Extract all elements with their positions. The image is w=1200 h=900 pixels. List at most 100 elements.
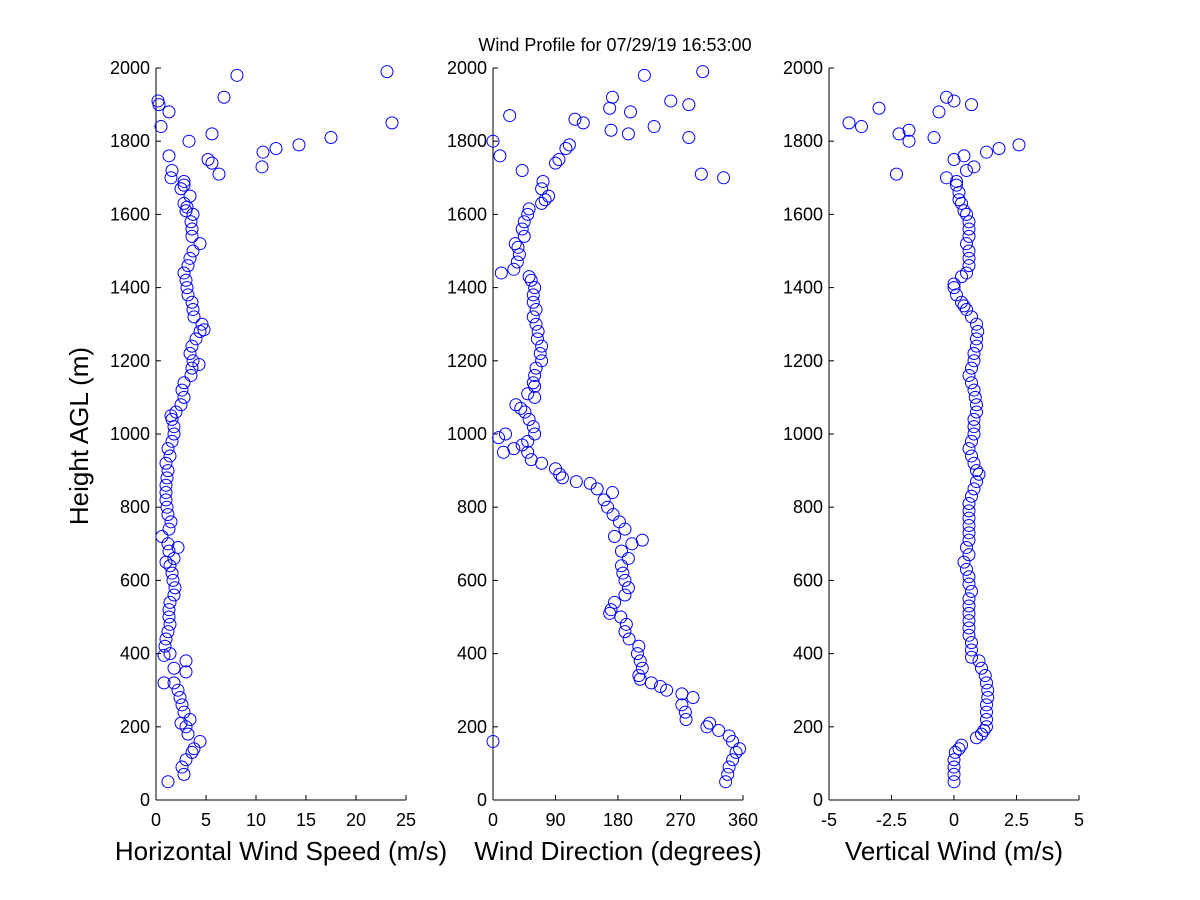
data-point (522, 270, 536, 284)
x-tick-label: 0 (151, 810, 161, 830)
data-point (967, 346, 981, 360)
data-point (185, 361, 199, 375)
data-point (842, 116, 856, 130)
data-point (950, 178, 963, 192)
data-point (970, 339, 983, 353)
data-point (195, 317, 209, 331)
data-point (171, 683, 185, 697)
data-point (980, 705, 993, 719)
data-point (965, 434, 978, 448)
data-point (726, 753, 740, 767)
data-point (517, 215, 531, 229)
y-tick-label: 1200 (447, 351, 487, 371)
data-point (186, 244, 200, 258)
data-point (621, 551, 635, 565)
x-tick-label: 10 (246, 810, 266, 830)
data-point (151, 94, 165, 108)
y-tick-label: 1800 (783, 131, 823, 151)
data-point (185, 222, 199, 236)
data-point (185, 295, 199, 309)
data-point (187, 742, 201, 756)
data-point (947, 94, 961, 108)
data-point (957, 204, 971, 218)
data-point (162, 149, 176, 163)
data-point (957, 299, 971, 313)
x-axis-label: Wind Direction (degrees) (474, 836, 762, 866)
data-point (167, 427, 181, 441)
data-point (729, 745, 743, 759)
data-point (205, 127, 219, 141)
data-point (521, 434, 535, 448)
x-tick-label: 360 (728, 810, 758, 830)
data-point (167, 588, 181, 602)
data-point (977, 723, 991, 737)
data-point (722, 729, 736, 743)
data-point (166, 573, 180, 587)
data-point (960, 303, 973, 317)
data-point (518, 405, 532, 419)
data-point (972, 467, 986, 481)
data-point (171, 540, 185, 554)
x-tick-label: 270 (665, 810, 695, 830)
data-point (165, 163, 179, 177)
data-point (597, 493, 611, 507)
data-point (555, 471, 569, 485)
data-point (970, 475, 983, 489)
data-point (212, 167, 226, 181)
data-point (515, 163, 529, 177)
data-point (162, 610, 176, 624)
data-point (647, 120, 661, 134)
data-point (962, 251, 976, 265)
data-point (158, 639, 172, 653)
y-tick-label: 600 (120, 570, 150, 590)
data-point (529, 303, 543, 317)
panel-vertical-wind: 0 200 400 600 800 1000 1200 1400 1600 1800 2000 -5 -… (783, 58, 1084, 866)
data-point (179, 654, 193, 668)
data-point (635, 533, 649, 547)
data-point (947, 153, 961, 166)
data-point (507, 262, 521, 276)
data-point (712, 723, 726, 737)
x-tick-label: 180 (603, 810, 633, 830)
data-point (980, 720, 993, 734)
data-point (526, 310, 540, 324)
data-point (980, 145, 993, 159)
data-point (932, 105, 946, 119)
data-point (981, 683, 995, 697)
data-point (948, 745, 962, 759)
data-point (177, 767, 191, 781)
data-point (161, 464, 175, 478)
data-point (608, 529, 622, 543)
data-point (522, 202, 536, 216)
data-point (971, 325, 985, 339)
data-point (162, 544, 176, 558)
data-point (193, 734, 207, 748)
data-point (940, 171, 953, 185)
data-point (952, 185, 966, 199)
data-point (162, 522, 176, 536)
data-point (962, 504, 976, 518)
data-point (978, 669, 992, 683)
data-point (524, 453, 538, 467)
y-tick-label: 1000 (447, 424, 487, 444)
data-point (167, 676, 181, 690)
data-point (975, 661, 988, 675)
y-tick-label: 0 (477, 790, 487, 810)
data-point (970, 464, 983, 478)
data-point (733, 742, 747, 756)
data-point (177, 376, 191, 390)
data-point (486, 734, 500, 748)
data-point (960, 540, 973, 554)
y-tick-label: 1000 (110, 424, 150, 444)
data-point (157, 648, 171, 662)
data-point (159, 493, 173, 507)
x-tick-label: 5 (201, 810, 211, 830)
data-point (696, 65, 710, 79)
data-point (947, 760, 961, 774)
data-point (960, 207, 973, 221)
data-point (660, 683, 674, 697)
data-point (682, 98, 696, 112)
data-point (967, 482, 981, 496)
data-point (608, 595, 622, 609)
